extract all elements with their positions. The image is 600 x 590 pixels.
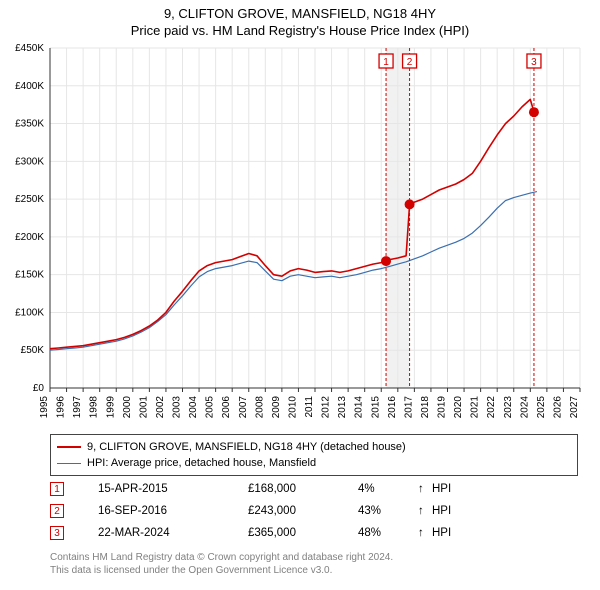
svg-text:2013: 2013 [337,396,348,419]
svg-text:2012: 2012 [321,396,332,419]
svg-text:2006: 2006 [221,396,232,419]
svg-text:2026: 2026 [552,396,563,419]
svg-text:2004: 2004 [188,396,199,419]
sale-marker-2: 2 [50,504,64,518]
sale-price-2: £243,000 [248,505,358,517]
sale-row-2: 2 16-SEP-2016 £243,000 43% ↑ HPI [50,500,578,522]
svg-text:2009: 2009 [271,396,282,419]
legend-swatch-blue [57,463,81,464]
chart-container: 9, CLIFTON GROVE, MANSFIELD, NG18 4HY Pr… [0,0,600,590]
sale-row-1: 1 15-APR-2015 £168,000 4% ↑ HPI [50,478,578,500]
legend-label-property: 9, CLIFTON GROVE, MANSFIELD, NG18 4HY (d… [87,441,406,453]
svg-text:2017: 2017 [403,396,414,419]
svg-text:£250K: £250K [15,194,44,205]
footer-line2: This data is licensed under the Open Gov… [50,565,393,578]
arrow-up-icon: ↑ [418,505,432,517]
legend-item-property: 9, CLIFTON GROVE, MANSFIELD, NG18 4HY (d… [57,439,571,455]
svg-text:2016: 2016 [387,396,398,419]
sale-date-1: 15-APR-2015 [98,483,248,495]
svg-text:2025: 2025 [536,396,547,419]
svg-text:2027: 2027 [569,396,580,419]
svg-text:£200K: £200K [15,232,44,243]
svg-text:2018: 2018 [420,396,431,419]
title-subtitle: Price paid vs. HM Land Registry's House … [0,23,600,38]
sale-vs-2: HPI [432,505,451,517]
sale-marker-3: 3 [50,526,64,540]
svg-text:2000: 2000 [122,396,133,419]
legend-label-hpi: HPI: Average price, detached house, Mans… [87,457,316,469]
sale-row-3: 3 22-MAR-2024 £365,000 48% ↑ HPI [50,522,578,544]
sales-table: 1 15-APR-2015 £168,000 4% ↑ HPI 2 16-SEP… [50,478,578,544]
svg-text:£100K: £100K [15,307,44,318]
svg-text:£50K: £50K [21,345,45,356]
sale-marker-1: 1 [50,482,64,496]
footer-attribution: Contains HM Land Registry data © Crown c… [50,552,393,577]
sale-vs-3: HPI [432,527,451,539]
sale-price-3: £365,000 [248,527,358,539]
svg-text:2001: 2001 [138,396,149,419]
svg-text:2007: 2007 [238,396,249,419]
svg-text:£300K: £300K [15,156,44,167]
arrow-up-icon: ↑ [418,527,432,539]
svg-text:1996: 1996 [56,396,67,419]
legend-swatch-red [57,446,81,448]
svg-text:£400K: £400K [15,81,44,92]
svg-text:2002: 2002 [155,396,166,419]
arrow-up-icon: ↑ [418,483,432,495]
title-address: 9, CLIFTON GROVE, MANSFIELD, NG18 4HY [0,6,600,21]
svg-text:2005: 2005 [205,396,216,419]
sale-date-3: 22-MAR-2024 [98,527,248,539]
svg-text:2020: 2020 [453,396,464,419]
sale-date-2: 16-SEP-2016 [98,505,248,517]
svg-text:2024: 2024 [519,396,530,419]
svg-text:2021: 2021 [470,396,481,419]
svg-text:1: 1 [383,57,389,68]
svg-text:1995: 1995 [39,396,50,419]
svg-text:2: 2 [407,57,413,68]
svg-text:2003: 2003 [172,396,183,419]
svg-text:£350K: £350K [15,119,44,130]
svg-text:£450K: £450K [15,43,44,54]
svg-text:1999: 1999 [105,396,116,419]
svg-text:2022: 2022 [486,396,497,419]
sale-pct-3: 48% [358,527,418,539]
svg-text:2019: 2019 [437,396,448,419]
svg-text:2010: 2010 [287,396,298,419]
sale-price-1: £168,000 [248,483,358,495]
sale-pct-2: 43% [358,505,418,517]
svg-text:£0: £0 [33,383,45,394]
sale-pct-1: 4% [358,483,418,495]
sale-vs-1: HPI [432,483,451,495]
svg-text:1998: 1998 [89,396,100,419]
svg-text:1997: 1997 [72,396,83,419]
price-chart: £0£50K£100K£150K£200K£250K£300K£350K£400… [50,48,580,388]
svg-text:2015: 2015 [370,396,381,419]
footer-line1: Contains HM Land Registry data © Crown c… [50,552,393,565]
legend-item-hpi: HPI: Average price, detached house, Mans… [57,455,571,471]
svg-text:2023: 2023 [503,396,514,419]
svg-text:3: 3 [531,57,537,68]
legend-box: 9, CLIFTON GROVE, MANSFIELD, NG18 4HY (d… [50,434,578,476]
svg-text:2011: 2011 [304,396,315,418]
svg-text:£150K: £150K [15,270,44,281]
title-block: 9, CLIFTON GROVE, MANSFIELD, NG18 4HY Pr… [0,0,600,38]
svg-text:2014: 2014 [354,396,365,419]
svg-text:2008: 2008 [254,396,265,419]
